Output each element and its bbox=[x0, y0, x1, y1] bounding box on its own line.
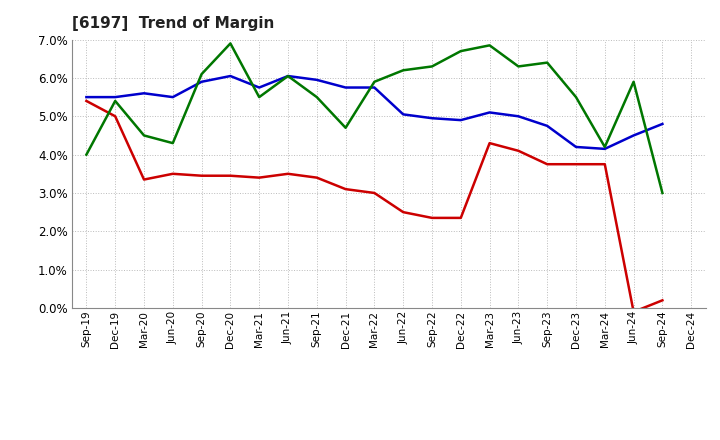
Ordinary Income bbox=[543, 123, 552, 128]
Ordinary Income bbox=[629, 133, 638, 138]
Operating Cashflow bbox=[514, 64, 523, 69]
Operating Cashflow bbox=[428, 64, 436, 69]
Ordinary Income bbox=[658, 121, 667, 127]
Net Income bbox=[226, 173, 235, 178]
Operating Cashflow bbox=[370, 79, 379, 84]
Ordinary Income bbox=[111, 95, 120, 100]
Operating Cashflow bbox=[284, 73, 292, 79]
Net Income bbox=[456, 215, 465, 220]
Operating Cashflow bbox=[82, 152, 91, 157]
Net Income bbox=[284, 171, 292, 176]
Operating Cashflow bbox=[197, 71, 206, 77]
Ordinary Income bbox=[168, 95, 177, 100]
Net Income bbox=[399, 209, 408, 215]
Net Income bbox=[600, 161, 609, 167]
Operating Cashflow bbox=[168, 140, 177, 146]
Line: Operating Cashflow: Operating Cashflow bbox=[86, 44, 662, 193]
Operating Cashflow bbox=[456, 48, 465, 54]
Net Income bbox=[111, 114, 120, 119]
Ordinary Income bbox=[456, 117, 465, 123]
Operating Cashflow bbox=[111, 98, 120, 103]
Net Income bbox=[370, 191, 379, 196]
Net Income bbox=[485, 140, 494, 146]
Ordinary Income bbox=[197, 79, 206, 84]
Ordinary Income bbox=[255, 85, 264, 90]
Net Income bbox=[312, 175, 321, 180]
Ordinary Income bbox=[370, 85, 379, 90]
Operating Cashflow bbox=[485, 43, 494, 48]
Text: [6197]  Trend of Margin: [6197] Trend of Margin bbox=[72, 16, 274, 32]
Net Income bbox=[629, 309, 638, 315]
Operating Cashflow bbox=[658, 191, 667, 196]
Ordinary Income bbox=[485, 110, 494, 115]
Ordinary Income bbox=[600, 146, 609, 151]
Net Income bbox=[514, 148, 523, 154]
Ordinary Income bbox=[312, 77, 321, 82]
Operating Cashflow bbox=[312, 95, 321, 100]
Net Income bbox=[168, 171, 177, 176]
Operating Cashflow bbox=[399, 68, 408, 73]
Net Income bbox=[658, 298, 667, 303]
Operating Cashflow bbox=[600, 144, 609, 150]
Operating Cashflow bbox=[572, 95, 580, 100]
Net Income bbox=[255, 175, 264, 180]
Net Income bbox=[428, 215, 436, 220]
Net Income bbox=[543, 161, 552, 167]
Ordinary Income bbox=[428, 116, 436, 121]
Ordinary Income bbox=[82, 95, 91, 100]
Ordinary Income bbox=[341, 85, 350, 90]
Operating Cashflow bbox=[341, 125, 350, 130]
Line: Ordinary Income: Ordinary Income bbox=[86, 76, 662, 149]
Ordinary Income bbox=[399, 112, 408, 117]
Net Income bbox=[197, 173, 206, 178]
Line: Net Income: Net Income bbox=[86, 101, 662, 312]
Operating Cashflow bbox=[255, 95, 264, 100]
Ordinary Income bbox=[284, 73, 292, 79]
Operating Cashflow bbox=[226, 41, 235, 46]
Net Income bbox=[82, 98, 91, 103]
Net Income bbox=[140, 177, 148, 182]
Ordinary Income bbox=[140, 91, 148, 96]
Operating Cashflow bbox=[629, 79, 638, 84]
Ordinary Income bbox=[514, 114, 523, 119]
Ordinary Income bbox=[226, 73, 235, 79]
Net Income bbox=[572, 161, 580, 167]
Operating Cashflow bbox=[543, 60, 552, 65]
Ordinary Income bbox=[572, 144, 580, 150]
Operating Cashflow bbox=[140, 133, 148, 138]
Net Income bbox=[341, 187, 350, 192]
